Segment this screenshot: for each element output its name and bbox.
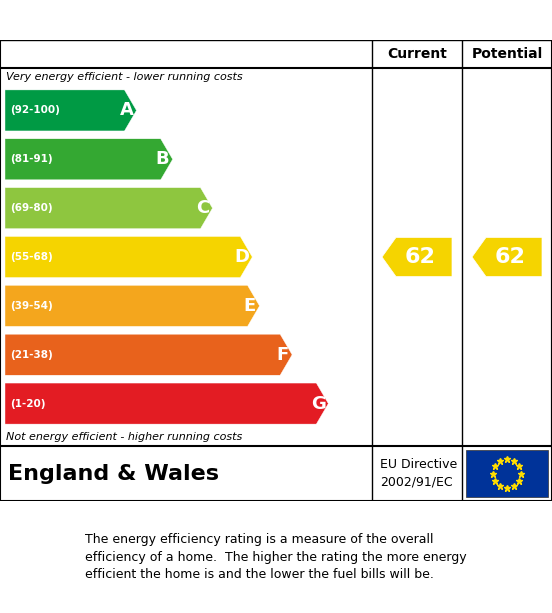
Text: England & Wales: England & Wales xyxy=(8,463,219,484)
Polygon shape xyxy=(5,139,173,180)
Text: Potential: Potential xyxy=(471,47,543,61)
Text: G: G xyxy=(311,395,326,413)
Polygon shape xyxy=(5,285,259,326)
Text: (81-91): (81-91) xyxy=(10,154,52,164)
Text: (39-54): (39-54) xyxy=(10,301,53,311)
Polygon shape xyxy=(5,188,213,229)
Text: 62: 62 xyxy=(405,247,436,267)
Text: Energy Efficiency Rating: Energy Efficiency Rating xyxy=(113,8,439,32)
Text: (55-68): (55-68) xyxy=(10,252,53,262)
Text: (69-80): (69-80) xyxy=(10,203,52,213)
Text: EU Directive
2002/91/EC: EU Directive 2002/91/EC xyxy=(380,459,457,489)
Text: D: D xyxy=(235,248,250,266)
Polygon shape xyxy=(5,383,328,424)
Polygon shape xyxy=(472,237,542,276)
Polygon shape xyxy=(5,334,292,375)
Text: (21-38): (21-38) xyxy=(10,349,53,360)
Text: (92-100): (92-100) xyxy=(10,105,60,115)
Text: F: F xyxy=(276,346,288,364)
Text: E: E xyxy=(243,297,256,315)
Text: The energy efficiency rating is a measure of the overall
efficiency of a home.  : The energy efficiency rating is a measur… xyxy=(85,533,467,582)
Text: C: C xyxy=(196,199,209,217)
Text: Not energy efficient - higher running costs: Not energy efficient - higher running co… xyxy=(6,432,242,442)
Bar xyxy=(466,450,548,497)
Text: Very energy efficient - lower running costs: Very energy efficient - lower running co… xyxy=(6,72,243,82)
Text: Current: Current xyxy=(387,47,447,61)
Polygon shape xyxy=(5,237,252,278)
Text: (1-20): (1-20) xyxy=(10,398,45,409)
Polygon shape xyxy=(382,237,452,276)
Text: A: A xyxy=(120,101,134,120)
Polygon shape xyxy=(5,90,136,131)
Text: 62: 62 xyxy=(495,247,526,267)
Text: B: B xyxy=(156,150,169,169)
